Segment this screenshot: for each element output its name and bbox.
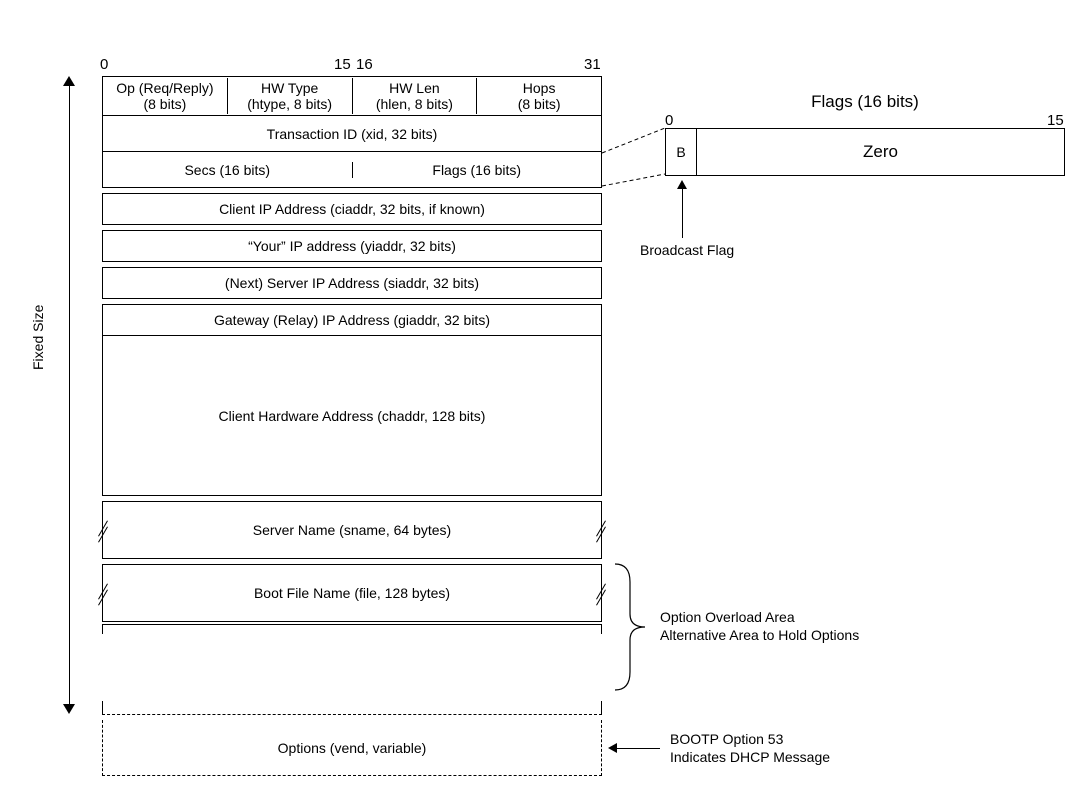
field-bits: (8 bits) bbox=[518, 96, 561, 112]
field-label: Secs (16 bits) bbox=[184, 162, 270, 178]
field-yiaddr: “Your” IP address (yiaddr, 32 bits) bbox=[102, 230, 602, 262]
field-giaddr: Gateway (Relay) IP Address (giaddr, 32 b… bbox=[102, 304, 602, 336]
bit-marker-16: 16 bbox=[356, 56, 373, 73]
fixed-size-label: Fixed Size bbox=[30, 305, 46, 370]
field-bits: (hlen, 8 bits) bbox=[376, 96, 453, 112]
option-overload-label: Option Overload Area Alternative Area to… bbox=[660, 608, 859, 644]
field-label: (Next) Server IP Address (siaddr, 32 bit… bbox=[225, 275, 479, 291]
field-label: “Your” IP address (yiaddr, 32 bits) bbox=[248, 238, 456, 254]
field-bits: (8 bits) bbox=[143, 96, 186, 112]
label-line-2: Indicates DHCP Message bbox=[670, 748, 830, 766]
field-label: HW Len bbox=[389, 80, 440, 96]
field-bits: (htype, 8 bits) bbox=[247, 96, 332, 112]
fixed-size-arrow bbox=[60, 76, 80, 714]
break-mark-icon bbox=[94, 587, 112, 601]
field-siaddr: (Next) Server IP Address (siaddr, 32 bit… bbox=[102, 267, 602, 299]
field-htype: HW Type (htype, 8 bits) bbox=[228, 78, 353, 114]
field-file: Boot File Name (file, 128 bytes) bbox=[102, 564, 602, 622]
field-ciaddr: Client IP Address (ciaddr, 32 bits, if k… bbox=[102, 193, 602, 225]
field-flags: Flags (16 bits) bbox=[353, 162, 602, 178]
field-op: Op (Req/Reply) (8 bits) bbox=[103, 78, 228, 114]
field-secs: Secs (16 bits) bbox=[103, 162, 353, 178]
label-line-1: Option Overload Area bbox=[660, 608, 859, 626]
connector-lines-icon bbox=[602, 128, 666, 198]
field-hlen: HW Len (hlen, 8 bits) bbox=[353, 78, 478, 114]
field-xid: Transaction ID (xid, 32 bits) bbox=[102, 116, 602, 152]
field-hops: Hops (8 bits) bbox=[477, 78, 601, 114]
bit-marker-31: 31 bbox=[584, 56, 601, 73]
break-mark-icon bbox=[592, 524, 610, 538]
field-label: Hops bbox=[523, 80, 556, 96]
broadcast-flag-label: Broadcast Flag bbox=[640, 242, 734, 258]
field-label: Zero bbox=[863, 142, 898, 162]
field-label: Flags (16 bits) bbox=[432, 162, 521, 178]
label-line-1: BOOTP Option 53 bbox=[670, 730, 830, 748]
field-sname: Server Name (sname, 64 bytes) bbox=[102, 501, 602, 559]
field-label: B bbox=[676, 144, 685, 160]
stub-row bbox=[102, 624, 602, 634]
field-options: Options (vend, variable) bbox=[102, 720, 602, 776]
bootp-arrow-icon bbox=[610, 748, 660, 749]
field-label: Boot File Name (file, 128 bytes) bbox=[254, 585, 450, 601]
flags-bit-0: 0 bbox=[665, 112, 673, 129]
flags-bit-15: 15 bbox=[1047, 112, 1064, 129]
field-label: Gateway (Relay) IP Address (giaddr, 32 b… bbox=[214, 312, 490, 328]
field-label: HW Type bbox=[261, 80, 318, 96]
diagram-container: 0 15 16 31 Fixed Size Op (Req/Reply) (8 … bbox=[20, 20, 1066, 781]
field-label: Transaction ID (xid, 32 bits) bbox=[267, 126, 438, 142]
row-secs-flags: Secs (16 bits) Flags (16 bits) bbox=[102, 152, 602, 188]
break-mark-icon bbox=[592, 587, 610, 601]
break-mark-icon bbox=[94, 524, 112, 538]
field-label: Client Hardware Address (chaddr, 128 bit… bbox=[219, 408, 486, 424]
packet-layout: Op (Req/Reply) (8 bits) HW Type (htype, … bbox=[102, 76, 602, 634]
row-op-htype-hlen-hops: Op (Req/Reply) (8 bits) HW Type (htype, … bbox=[102, 76, 602, 116]
flags-detail: B Zero bbox=[665, 128, 1065, 176]
flags-zero-cell: Zero bbox=[697, 129, 1064, 175]
label-line-2: Alternative Area to Hold Options bbox=[660, 626, 859, 644]
broadcast-arrow-icon bbox=[682, 182, 683, 238]
field-chaddr: Client Hardware Address (chaddr, 128 bit… bbox=[102, 336, 602, 496]
field-label: Options (vend, variable) bbox=[278, 740, 427, 756]
options-divider bbox=[102, 714, 602, 716]
field-label: Server Name (sname, 64 bytes) bbox=[253, 522, 451, 538]
bit-marker-0: 0 bbox=[100, 56, 108, 73]
curly-brace-icon bbox=[610, 562, 650, 692]
stub-line bbox=[102, 701, 103, 715]
stub-line bbox=[601, 701, 602, 715]
flags-b-cell: B bbox=[666, 129, 697, 175]
field-label: Op (Req/Reply) bbox=[116, 80, 213, 96]
bit-marker-15: 15 bbox=[334, 56, 351, 73]
field-label: Client IP Address (ciaddr, 32 bits, if k… bbox=[219, 201, 485, 217]
field-options-wrap: Options (vend, variable) bbox=[102, 720, 602, 776]
flags-title: Flags (16 bits) bbox=[665, 92, 1065, 112]
